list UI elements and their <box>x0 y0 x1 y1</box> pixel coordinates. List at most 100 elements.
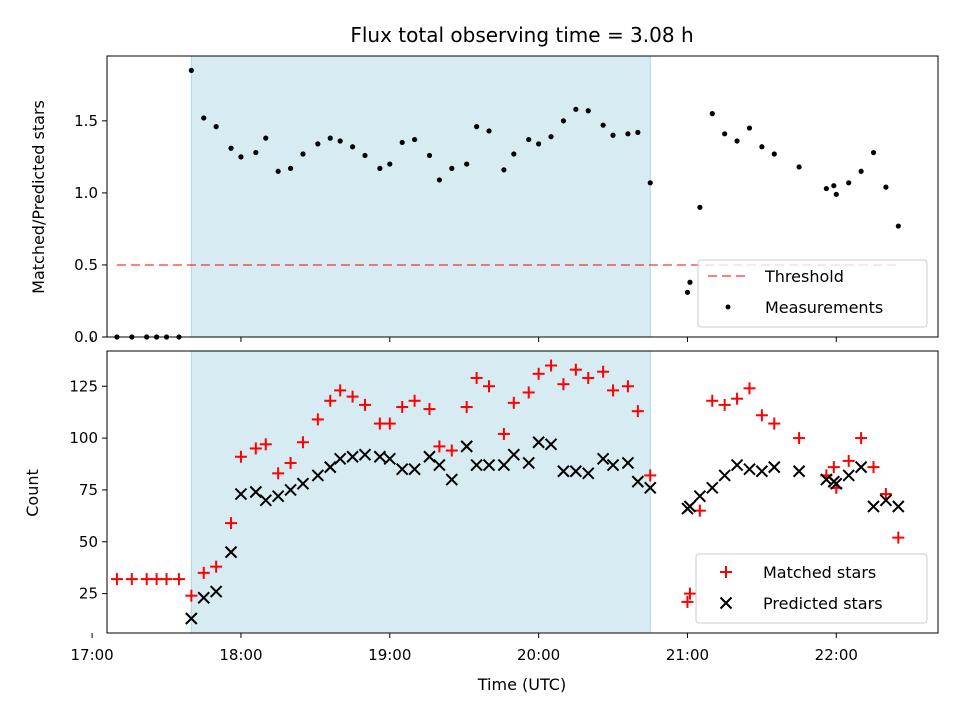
matched-star-point <box>125 573 138 586</box>
top-axes-frame <box>106 55 939 338</box>
cross-stroke-b <box>544 438 558 451</box>
cross-stroke-b <box>719 596 733 610</box>
bottom-observing-window-shade <box>190 350 651 634</box>
matched-star-point <box>631 405 644 418</box>
matched-star-point <box>383 417 396 430</box>
cross-stroke-b <box>460 440 473 453</box>
cross-stroke-b <box>333 452 347 466</box>
cross-stroke-b <box>706 481 719 495</box>
predicted-star-point <box>311 469 325 482</box>
cross-stroke-b <box>408 462 421 476</box>
matched-star-point <box>234 450 247 463</box>
matched-star-point <box>718 398 731 411</box>
predicted-star-point <box>395 462 409 476</box>
measurement-point <box>684 289 691 295</box>
predicted-star-point <box>383 452 396 466</box>
measurement-point <box>600 122 606 128</box>
matched-star-point <box>621 380 634 393</box>
predicted-star-point <box>234 487 248 501</box>
predicted-star-point <box>197 591 210 604</box>
top-ytick-label: 0.0 <box>74 328 98 346</box>
predicted-star-point <box>820 473 833 486</box>
legend-matched-label: Matched stars <box>763 563 876 582</box>
matched-star-point <box>460 400 473 413</box>
measurement-point <box>188 67 194 74</box>
predicted-star-point <box>482 458 496 472</box>
matched-star-point <box>545 359 558 372</box>
legend-predicted-swatch <box>719 596 733 610</box>
measurement-point <box>275 168 281 174</box>
bottom-legend: Matched stars Predicted stars <box>695 553 928 624</box>
matched-star-point <box>445 444 458 457</box>
predicted-star-point <box>433 458 446 472</box>
matched-star-point <box>324 394 337 407</box>
bottom-ylabel: Count <box>23 469 42 517</box>
matched-star-point <box>842 454 855 467</box>
matched-star-point <box>311 413 324 426</box>
predicted-star-point <box>532 436 545 449</box>
measurement-point <box>746 125 753 131</box>
measurement-point <box>486 128 492 134</box>
predicted-star-point <box>557 465 570 478</box>
matched-star-point <box>597 365 610 378</box>
measurement-point <box>327 135 333 141</box>
matched-star-point <box>681 595 694 608</box>
cross-stroke-b <box>755 465 769 478</box>
bottom-ytick-label: 125 <box>69 377 98 395</box>
measurement-point <box>647 180 653 186</box>
matched-star-point <box>768 417 781 430</box>
matched-star-point <box>483 380 496 393</box>
matched-star-point <box>532 367 545 380</box>
cross-stroke-b <box>582 467 595 480</box>
predicted-star-point <box>346 450 359 463</box>
predicted-star-point <box>460 440 473 453</box>
cross-stroke-b <box>373 450 387 463</box>
measurement-point <box>387 161 393 167</box>
measurement-point <box>201 115 207 121</box>
measurement-point <box>536 141 542 147</box>
bottom-ytick-label: 25 <box>79 585 98 603</box>
measurement-point <box>734 138 740 144</box>
predicted-star-point <box>271 489 285 503</box>
measurement-point <box>823 185 829 192</box>
cross-stroke-b <box>730 458 744 472</box>
legend-predicted-label: Predicted stars <box>763 594 883 613</box>
matched-star-point <box>408 394 421 407</box>
measurement-point <box>411 136 418 143</box>
predicted-star-point <box>209 585 223 598</box>
bottom-axis-ticks: 25 50 75 100 125 17:00 18:00 19:00 20:00 21:00 22:… <box>69 377 858 664</box>
predicted-star-point <box>792 465 806 478</box>
bottom-axes-frame <box>106 350 939 634</box>
cross-stroke-b <box>743 462 756 476</box>
predicted-star-point <box>644 481 657 495</box>
predicted-star-point <box>830 477 843 490</box>
predicted-star-point <box>324 460 337 474</box>
bottom-panel: 25 50 75 100 125 17:00 18:00 19:00 20:00 21:00 22:… <box>23 350 939 694</box>
measurement-point <box>759 144 765 150</box>
matched-star-point <box>346 390 359 403</box>
matched-star-point <box>296 436 309 449</box>
measurement-point <box>548 134 554 140</box>
cross-stroke-b <box>296 477 310 490</box>
top-axis-ticks: 0.0 0.5 1.0 1.5 <box>74 112 837 346</box>
predicted-star-point <box>892 500 905 513</box>
measurement-point <box>585 108 591 114</box>
cross-stroke-b <box>445 473 459 486</box>
matched-star-point <box>259 438 272 451</box>
matched-star-point <box>185 589 198 602</box>
bottom-ytick-label: 75 <box>79 481 98 499</box>
top-legend-box <box>697 259 928 328</box>
matched-star-point <box>522 386 535 399</box>
bottom-xtick-label: 17:00 <box>70 646 113 664</box>
cross-stroke-b <box>879 494 893 507</box>
measurement-point <box>300 151 306 157</box>
predicted-star-point <box>497 458 511 472</box>
predicted-star-point <box>768 460 781 474</box>
measurement-point <box>436 177 442 183</box>
predicted-star-point <box>333 452 347 466</box>
bottom-xtick-label: 19:00 <box>368 646 411 664</box>
matched-star-point <box>557 378 570 391</box>
top-ylabel: Matched/Predicted stars <box>29 100 48 294</box>
predicted-star-point <box>544 438 558 451</box>
bottom-xtick-label: 22:00 <box>815 646 858 664</box>
